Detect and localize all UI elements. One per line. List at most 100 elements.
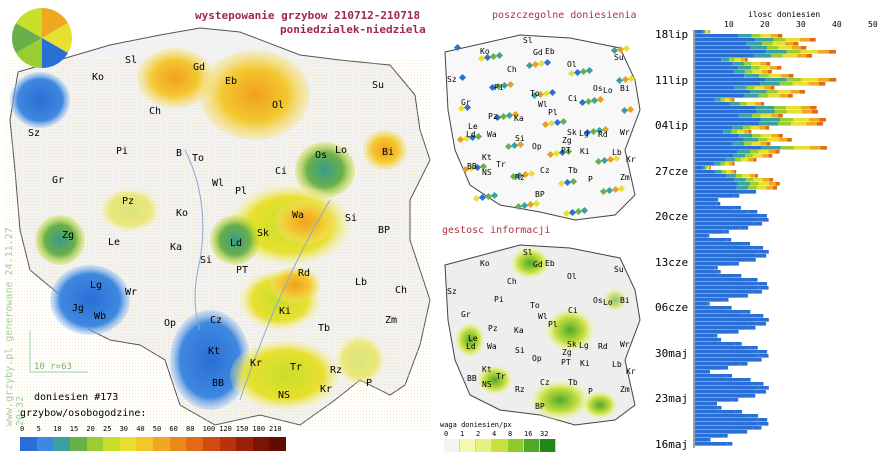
timeline-bar-segment <box>758 318 769 322</box>
timeline-bar-segment <box>768 74 781 78</box>
report-marker <box>515 171 524 180</box>
reports-city-label: P <box>588 175 593 184</box>
density-city-label: Op <box>532 354 542 363</box>
timeline-bar-segment <box>766 142 771 146</box>
timeline-bar-segment <box>771 114 779 118</box>
timeline-bar-segment <box>752 154 763 158</box>
city-label: BB <box>212 378 225 389</box>
timeline-bar-segment <box>757 214 767 218</box>
timeline-bar-segment <box>746 42 763 46</box>
density-blob <box>603 288 627 312</box>
reports-city-label: Ki <box>580 147 590 156</box>
city-label: To <box>192 153 205 164</box>
timeline-bar-segment <box>800 50 818 54</box>
report-marker <box>573 68 582 77</box>
city-label: Sl <box>125 55 138 66</box>
timeline-bar-segment <box>772 186 778 190</box>
timeline-bar-segment <box>714 338 718 342</box>
timeline-bar-segment <box>695 62 733 66</box>
timeline-bar-segment <box>775 150 780 154</box>
report-marker <box>596 95 605 104</box>
heat-blob <box>270 267 320 303</box>
report-marker <box>536 90 545 99</box>
city-label: Lb <box>355 277 368 288</box>
density-city-label: Cz <box>540 378 550 387</box>
report-marker <box>585 66 594 75</box>
timeline-bar-segment <box>746 86 755 90</box>
timeline-bar-segment <box>758 354 769 358</box>
timeline-bar-segment <box>713 402 718 406</box>
timeline-bar-segment <box>726 238 732 242</box>
timeline-bar-segment <box>738 114 753 118</box>
city-label: NS <box>278 390 291 401</box>
city-label: Lg <box>90 280 103 291</box>
timeline-date: 30maj <box>655 346 689 360</box>
city-label: Zm <box>385 315 398 326</box>
timeline-bar-segment <box>695 150 738 154</box>
report-marker <box>599 187 608 196</box>
density-swatch <box>444 439 460 452</box>
timeline-bar-segment <box>727 442 733 446</box>
heat-blob <box>35 215 85 265</box>
legend-ticks: 0 5 10 15 20 25 30 40 50 60 80 100 120 150 180 210 <box>20 425 290 435</box>
reports-city-label: NS <box>482 168 492 177</box>
timeline-bar-segment <box>695 218 755 222</box>
timeline-bar-segment <box>714 162 721 166</box>
timeline-bar-segment <box>780 146 794 150</box>
density-city-label: Lb <box>612 360 622 369</box>
density-city-label: Pi <box>494 295 504 304</box>
timeline-bar-segment <box>695 334 714 338</box>
timeline-bar-segment <box>737 130 745 134</box>
timeline-bar-segment <box>695 422 755 426</box>
timeline-bar-segment <box>695 154 734 158</box>
legend-tick: 40 <box>136 425 145 433</box>
timeline-date: 18lip <box>655 28 689 41</box>
timeline-bar-segment <box>754 174 758 178</box>
timeline-bar-segment <box>753 54 772 58</box>
report-marker <box>611 185 620 194</box>
density-blob <box>477 365 513 395</box>
timeline-bar-segment <box>791 46 801 50</box>
legend-swatch <box>153 437 170 451</box>
timeline-bar-segment <box>749 422 759 426</box>
legend-title: grzybow/osobogodzine: <box>20 408 147 419</box>
city-label: Wr <box>125 287 138 298</box>
timeline-bar-segment <box>753 178 763 182</box>
reports-city-label: Bi <box>620 84 630 93</box>
reports-city-label: Rd <box>598 130 608 139</box>
timeline-bar-segment <box>695 70 734 74</box>
timeline-bar-segment <box>695 266 714 270</box>
timeline-bar-segment <box>756 254 767 258</box>
reports-city-label: Sk <box>567 128 577 137</box>
timeline-bar-segment <box>695 174 727 178</box>
report-marker <box>600 156 609 165</box>
legend-tick: 25 <box>103 425 112 433</box>
timeline-bar-segment <box>695 282 753 286</box>
timeline-bar-segment <box>811 110 818 114</box>
timeline-bar-segment <box>695 78 766 82</box>
timeline-bar-segment <box>755 38 774 42</box>
timeline-bar-segment <box>747 190 757 194</box>
timeline-bar-segment <box>733 70 745 74</box>
timeline-bar-segment <box>742 378 751 382</box>
timeline-bar-segment <box>695 194 731 198</box>
report-marker <box>489 52 498 61</box>
city-label: Rz <box>330 365 343 376</box>
timeline-bar-segment <box>732 98 735 102</box>
city-label: Ki <box>279 306 292 317</box>
legend-swatch <box>119 437 137 451</box>
timeline-bar-segment <box>779 138 788 142</box>
report-marker <box>500 81 509 90</box>
density-city-label: Rd <box>598 342 608 351</box>
timeline-date: 23maj <box>655 392 689 405</box>
report-marker <box>615 76 624 85</box>
timeline-bar-segment <box>702 30 705 34</box>
report-marker <box>488 83 497 92</box>
timeline-bar-segment <box>759 66 771 70</box>
legend-tick: 120 <box>219 425 232 433</box>
city-label: Si <box>345 213 358 224</box>
timeline-bar-segment <box>756 110 775 114</box>
reports-city-label: To <box>530 89 540 98</box>
timeline-bar-segment <box>739 102 747 106</box>
